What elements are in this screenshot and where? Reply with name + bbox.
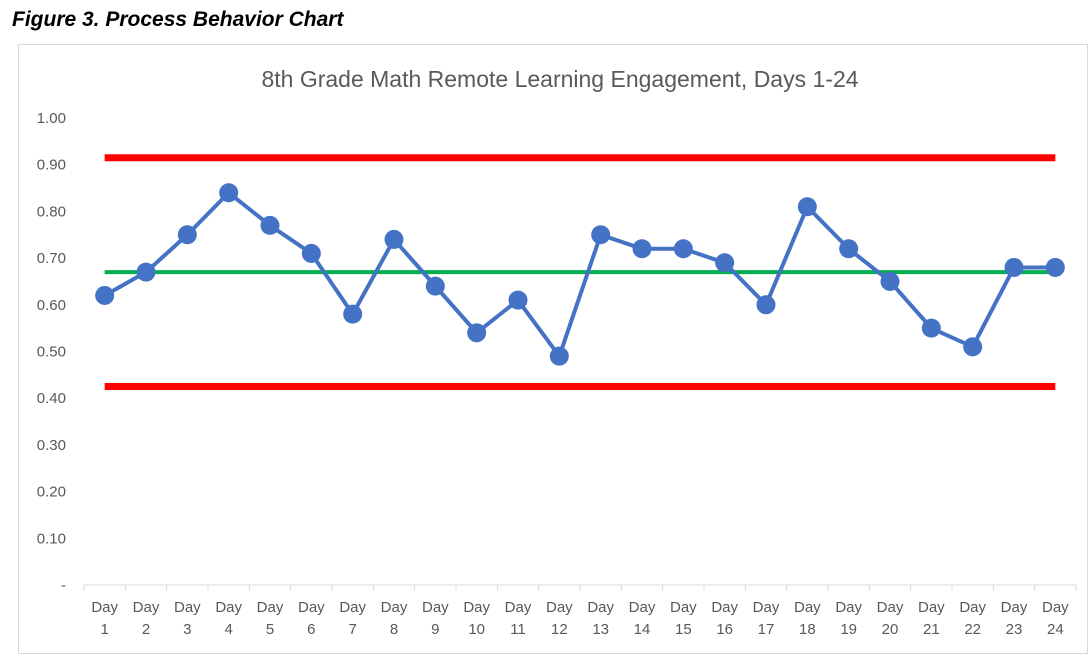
x-tick-label-bottom: 6 [307, 621, 315, 638]
x-tick-label-bottom: 2 [142, 621, 150, 638]
x-tick-label-top: Day [91, 599, 118, 616]
data-point [839, 239, 859, 259]
x-tick-label-bottom: 20 [882, 621, 899, 638]
x-tick-label-top: Day [753, 599, 780, 616]
x-tick-label-bottom: 7 [348, 621, 356, 638]
x-tick-label-bottom: 18 [799, 621, 816, 638]
data-point [756, 295, 776, 315]
x-tick-label-bottom: 19 [840, 621, 857, 638]
x-tick-label-top: Day [794, 599, 821, 616]
x-tick-label-bottom: 5 [266, 621, 274, 638]
data-point [467, 323, 487, 343]
x-tick-label-top: Day [670, 599, 697, 616]
x-tick-label-top: Day [1042, 599, 1069, 616]
chart-area: 8th Grade Math Remote Learning Engagemen… [18, 44, 1088, 654]
x-tick-label-top: Day [133, 599, 160, 616]
data-point [508, 290, 528, 310]
x-axis: Day 1 Day 2 Day 3 Day 4 Day 5 Day 6 Day 7 Day 8 Day 9 Day 1… [83, 584, 1077, 638]
x-tick-label-bottom: 24 [1047, 621, 1064, 638]
x-tick-label-bottom: 9 [431, 621, 439, 638]
x-tick-label-bottom: 11 [510, 621, 526, 638]
x-tick-label-top: Day [381, 599, 408, 616]
x-tick-label-bottom: 16 [716, 621, 733, 638]
data-point [673, 239, 693, 259]
x-tick-label-top: Day [711, 599, 738, 616]
x-tick-label-bottom: 14 [634, 621, 651, 638]
y-tick-label: 0.40 [37, 390, 66, 407]
x-tick-label-top: Day [174, 599, 201, 616]
y-tick-label: 1.00 [37, 110, 66, 127]
data-point [963, 337, 983, 357]
data-point [301, 243, 321, 263]
x-tick-label-top: Day [215, 599, 242, 616]
data-point [1004, 257, 1024, 277]
data-point [384, 229, 404, 249]
x-tick-label-bottom: 15 [675, 621, 692, 638]
y-tick-label: 0.20 [37, 484, 66, 501]
data-series [95, 183, 1065, 366]
x-tick-label-bottom: 12 [551, 621, 568, 638]
x-tick-label-bottom: 8 [390, 621, 398, 638]
x-tick-label-bottom: 17 [758, 621, 775, 638]
x-tick-label-top: Day [339, 599, 366, 616]
data-point [715, 253, 735, 273]
figure-caption: Figure 3. Process Behavior Chart [12, 8, 344, 31]
x-tick-label-top: Day [835, 599, 862, 616]
x-tick-label-top: Day [918, 599, 945, 616]
data-point [880, 271, 900, 291]
y-tick-label: 0.30 [37, 437, 66, 454]
y-tick-label: 0.90 [37, 157, 66, 174]
x-tick-label-top: Day [1001, 599, 1028, 616]
data-point [921, 318, 941, 338]
x-tick-label-bottom: 23 [1006, 621, 1023, 638]
x-tick-label-top: Day [546, 599, 573, 616]
y-axis-labels: - 0.10 0.20 0.30 0.40 0.50 0.60 0.70 0.80 0.90 1.0… [37, 110, 66, 594]
data-point [177, 225, 197, 245]
y-tick-label: - [61, 577, 66, 594]
data-point [549, 346, 569, 366]
data-point [260, 215, 280, 235]
process-behavior-chart: 8th Grade Math Remote Learning Engagemen… [37, 66, 1077, 638]
data-point [591, 225, 611, 245]
data-point [219, 183, 239, 203]
y-tick-label: 0.50 [37, 344, 66, 361]
data-point [1045, 257, 1065, 277]
x-tick-label-top: Day [959, 599, 986, 616]
x-tick-label-bottom: 21 [923, 621, 940, 638]
data-point [136, 262, 156, 282]
x-tick-label-bottom: 10 [468, 621, 485, 638]
x-tick-label-bottom: 22 [964, 621, 981, 638]
series-line [103, 190, 1056, 359]
y-tick-label: 0.70 [37, 250, 66, 267]
data-point [425, 276, 445, 296]
x-tick-label-top: Day [877, 599, 904, 616]
x-tick-label-bottom: 13 [592, 621, 609, 638]
y-tick-label: 0.80 [37, 203, 66, 220]
x-tick-label-top: Day [587, 599, 614, 616]
data-point [343, 304, 363, 324]
data-point [797, 197, 817, 217]
y-tick-label: 0.10 [37, 530, 66, 547]
chart-title: 8th Grade Math Remote Learning Engagemen… [261, 66, 858, 92]
x-tick-label-top: Day [463, 599, 490, 616]
control-limit-lines [104, 154, 1056, 391]
x-tick-label-top: Day [298, 599, 325, 616]
x-tick-label-top: Day [505, 599, 532, 616]
x-tick-label-bottom: 4 [224, 621, 232, 638]
data-point [632, 239, 652, 259]
y-tick-label: 0.60 [37, 297, 66, 314]
data-point [95, 285, 115, 305]
x-tick-label-top: Day [257, 599, 284, 616]
x-tick-label-top: Day [629, 599, 656, 616]
x-tick-label-bottom: 1 [100, 621, 108, 638]
x-tick-label-top: Day [422, 599, 449, 616]
x-tick-label-bottom: 3 [183, 621, 191, 638]
